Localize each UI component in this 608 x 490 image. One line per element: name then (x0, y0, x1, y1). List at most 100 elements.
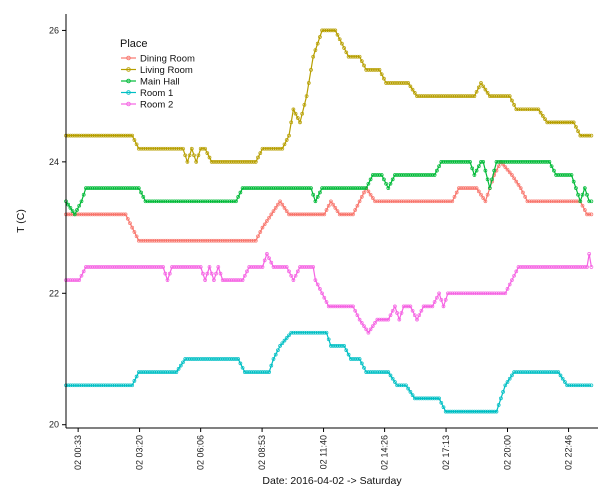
data-point (472, 409, 477, 414)
data-point (362, 186, 366, 190)
data-point (421, 199, 426, 204)
data-point (88, 212, 93, 217)
data-point (512, 160, 516, 164)
data-point (276, 202, 280, 207)
data-point (439, 160, 444, 164)
data-point (377, 68, 382, 72)
data-point (176, 265, 181, 269)
data-point (375, 173, 380, 177)
data-point (481, 409, 486, 414)
data-point (143, 370, 148, 374)
data-point (419, 308, 424, 313)
data-point (152, 238, 157, 243)
data-point (322, 295, 327, 300)
data-point (209, 271, 214, 276)
data-point (375, 68, 380, 72)
data-point (253, 370, 258, 374)
data-point (159, 370, 163, 374)
data-point (441, 160, 446, 164)
data-point (485, 192, 490, 197)
data-point (335, 209, 340, 213)
data-point (468, 291, 472, 296)
data-point (271, 265, 276, 269)
data-point (344, 186, 349, 190)
data-point (388, 199, 393, 204)
data-point (366, 370, 371, 374)
data-point (344, 212, 349, 217)
data-point (70, 278, 75, 282)
data-point (406, 304, 411, 309)
data-point (452, 291, 457, 296)
data-point (329, 344, 333, 348)
data-point (454, 94, 459, 98)
data-point (532, 160, 536, 164)
data-point (388, 373, 393, 378)
data-point (448, 94, 452, 98)
data-point (183, 265, 188, 269)
legend-title: Place (120, 38, 148, 50)
data-point (357, 186, 362, 190)
data-point (178, 363, 183, 368)
data-point (66, 202, 71, 207)
data-point (388, 181, 393, 186)
data-point (192, 265, 196, 269)
data-point (150, 199, 154, 204)
data-point (253, 186, 258, 190)
data-point (435, 168, 439, 173)
data-point (68, 278, 73, 282)
data-point (576, 383, 580, 388)
data-point (81, 192, 86, 197)
data-point (463, 160, 468, 164)
data-point (529, 265, 534, 269)
data-point (99, 383, 104, 388)
data-point (311, 330, 316, 335)
data-point (507, 170, 512, 175)
data-point (269, 146, 274, 151)
data-point (563, 120, 567, 125)
data-point (417, 313, 422, 318)
data-point (196, 153, 201, 158)
data-point (90, 186, 95, 190)
data-point (388, 313, 393, 318)
data-point (324, 28, 329, 33)
data-point (348, 304, 353, 309)
data-point (187, 357, 192, 361)
data-point (218, 271, 223, 276)
data-point (282, 186, 287, 190)
data-point (382, 177, 386, 182)
data-point (117, 133, 121, 138)
data-point (262, 370, 267, 374)
data-point (265, 370, 269, 374)
data-point (291, 278, 296, 282)
data-point (359, 59, 364, 63)
data-point (273, 265, 278, 269)
data-point (419, 396, 424, 401)
data-point (483, 87, 488, 92)
data-point (95, 383, 99, 388)
data-point (331, 28, 335, 33)
data-point (313, 330, 318, 335)
data-point (503, 383, 508, 388)
data-point (525, 107, 530, 112)
data-point (304, 265, 309, 269)
data-point (527, 265, 532, 269)
data-point (72, 212, 77, 217)
data-point (108, 133, 112, 138)
data-point (554, 120, 558, 125)
data-point (556, 199, 561, 204)
data-point (234, 238, 238, 243)
data-point (302, 186, 307, 190)
data-point (84, 186, 88, 190)
data-point (373, 321, 377, 325)
data-point (136, 186, 141, 190)
data-point (304, 212, 309, 217)
data-point (529, 199, 534, 204)
data-point (99, 186, 104, 190)
data-point (457, 94, 461, 98)
data-point (560, 173, 565, 177)
data-point (571, 265, 576, 269)
data-point (379, 173, 384, 177)
data-point (494, 291, 499, 296)
data-point (242, 186, 247, 190)
data-point (459, 409, 463, 414)
